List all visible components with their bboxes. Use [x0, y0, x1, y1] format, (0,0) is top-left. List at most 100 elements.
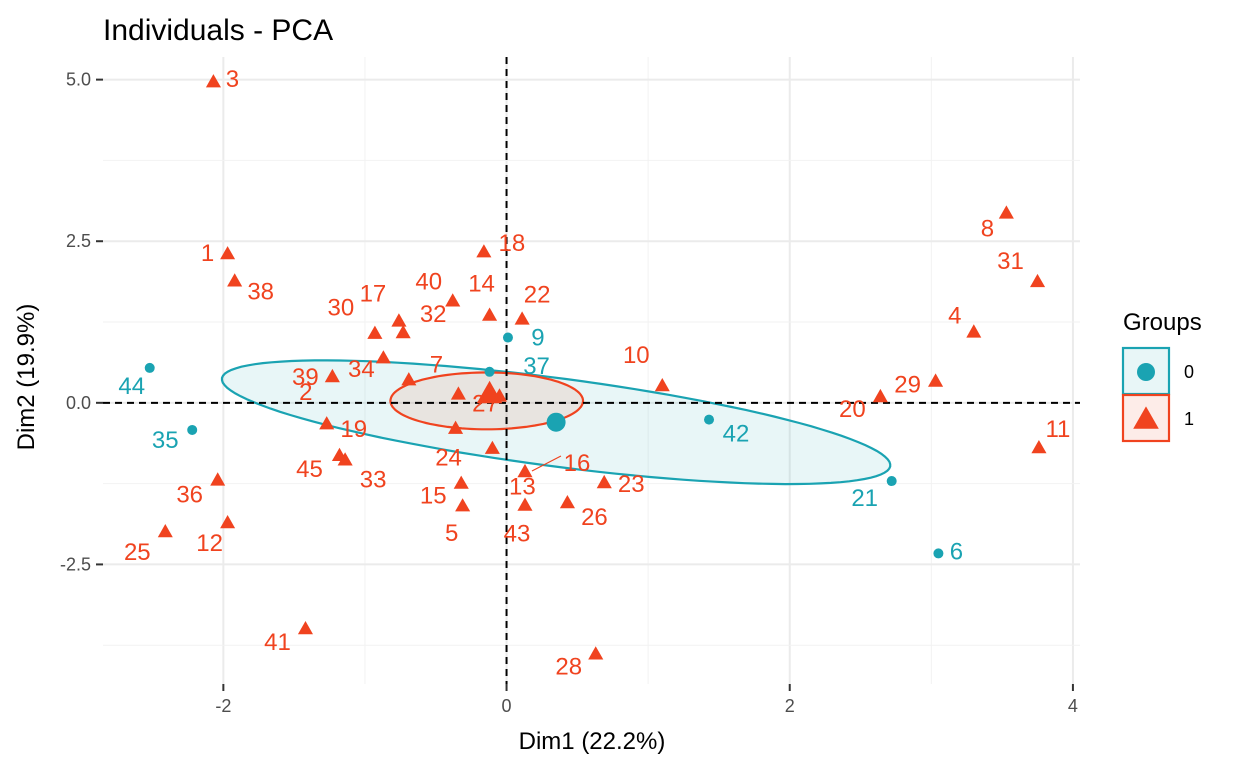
x-tick-label-0: 0: [502, 696, 512, 716]
point-16: [517, 463, 533, 478]
point-label-32: 32: [420, 301, 447, 328]
point-5: [455, 498, 471, 512]
legend-label-0: 0: [1184, 362, 1194, 382]
point-13: [484, 440, 500, 454]
point-18: [476, 244, 492, 258]
point-label-31: 31: [997, 248, 1024, 275]
point-label-2: 2: [299, 379, 312, 406]
point-label-34: 34: [348, 356, 375, 383]
point-10: [654, 378, 670, 392]
point-29: [928, 373, 944, 387]
x-axis-title: Dim1 (22.2%): [519, 728, 666, 755]
y-axis-title: Dim2 (19.9%): [13, 304, 40, 451]
point-label-17: 17: [360, 280, 387, 307]
point-20: [872, 388, 888, 403]
grid: [103, 57, 1080, 684]
legend-title: Groups: [1123, 309, 1202, 336]
y-tick-label-2-5: 2.5: [66, 231, 91, 251]
point-1: [220, 246, 236, 260]
point-label-24: 24: [435, 445, 462, 472]
y-axis: -2.5 0.0 2.5 5.0: [60, 70, 103, 574]
point-label-44: 44: [118, 373, 145, 400]
point-35: [187, 424, 198, 435]
y-tick-label--2-5: -2.5: [60, 554, 91, 574]
point-43: [517, 497, 533, 511]
point-label-42: 42: [723, 421, 750, 448]
point-label-25: 25: [124, 539, 151, 566]
point-24: [448, 420, 464, 434]
point-31: [1030, 273, 1046, 288]
point-37: [484, 366, 495, 377]
x-axis: -2 0 2 4: [215, 684, 1078, 716]
point-label-30: 30: [328, 295, 355, 322]
point-25: [157, 524, 173, 538]
point-28: [588, 646, 604, 660]
centroid-group-0: [546, 412, 566, 432]
point-label-45: 45: [296, 456, 323, 483]
point-label-43: 43: [504, 521, 531, 548]
point-label-16: 16: [564, 450, 591, 477]
point-labels: 6921353742441234578101112131415161718192…: [118, 66, 1070, 680]
point-label-10: 10: [623, 342, 650, 369]
point-17: [391, 313, 407, 327]
point-label-11: 11: [1045, 416, 1070, 443]
point-label-18: 18: [499, 230, 526, 257]
point-label-20: 20: [839, 396, 866, 423]
point-label-29: 29: [894, 371, 921, 398]
point-22: [514, 311, 530, 325]
point-19: [319, 416, 335, 430]
point-label-1: 1: [201, 240, 214, 267]
point-12: [220, 515, 236, 529]
point-14: [482, 307, 498, 321]
legend-label-1: 1: [1184, 409, 1194, 429]
point-label-40: 40: [415, 268, 442, 295]
point-7: [450, 386, 466, 400]
point-3: [205, 74, 221, 88]
point-45: [331, 447, 347, 461]
point-label-14: 14: [468, 271, 495, 298]
point-39: [324, 368, 340, 383]
point-label-28: 28: [555, 653, 582, 680]
point-label-12: 12: [196, 530, 223, 557]
point-label-33: 33: [360, 466, 387, 493]
point-34: [375, 350, 391, 364]
chart-title: Individuals - PCA: [103, 14, 333, 47]
legend-symbol-1: [1133, 406, 1159, 429]
point-label-3: 3: [226, 66, 239, 93]
y-tick-label-5: 5.0: [66, 70, 91, 90]
point-38: [227, 273, 243, 287]
point-42: [704, 414, 715, 425]
point-label-4: 4: [948, 302, 961, 329]
point-label-7: 7: [430, 351, 443, 378]
point-4: [966, 324, 982, 338]
x-tick-label--2: -2: [215, 696, 231, 716]
point-label-41: 41: [264, 629, 291, 656]
legend: Groups 0 1: [1121, 309, 1202, 443]
point-label-13: 13: [509, 474, 536, 501]
legend-symbol-0: [1137, 363, 1155, 381]
point-label-8: 8: [981, 215, 994, 242]
point-label-39: 39: [292, 364, 319, 391]
point-8: [998, 205, 1014, 219]
point-36: [210, 472, 226, 486]
point-label-22: 22: [524, 281, 551, 308]
point-2: [401, 372, 417, 386]
reference-lines: [103, 57, 1080, 684]
x-tick-label-4: 4: [1068, 696, 1078, 716]
point-6: [933, 548, 944, 559]
point-40: [445, 293, 461, 307]
data-points: [144, 74, 1047, 660]
point-23: [596, 474, 612, 489]
point-label-35: 35: [152, 427, 179, 454]
x-tick-label-2: 2: [785, 696, 795, 716]
point-label-37: 37: [523, 353, 550, 380]
point-label-19: 19: [340, 416, 367, 443]
centroid-group-1: [476, 380, 503, 404]
point-26: [559, 495, 575, 509]
point-label-9: 9: [531, 325, 544, 352]
point-label-5: 5: [445, 520, 458, 547]
point-label-27: 27: [472, 390, 499, 417]
point-44: [144, 362, 155, 373]
point-30: [367, 325, 383, 339]
